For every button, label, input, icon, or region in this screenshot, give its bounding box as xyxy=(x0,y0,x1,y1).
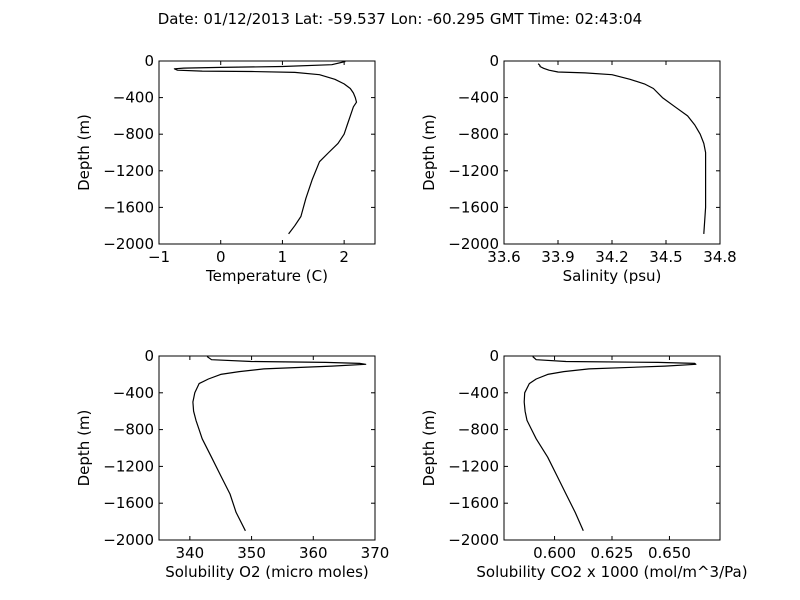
chart-1-plot-area xyxy=(159,61,375,244)
chart-3-y-axis-label: Depth (m) xyxy=(75,410,93,487)
chart-4-plot-area xyxy=(504,356,720,540)
chart-3-plot-area xyxy=(159,356,375,540)
chart-4-y-tick-label: −800 xyxy=(458,421,499,439)
chart-3-y-tick-label: −1600 xyxy=(103,494,154,512)
chart-4-x-tick-label: 0.650 xyxy=(648,544,691,562)
chart-4-x-axis-label: Solubility CO2 x 1000 (mol/m^3/Pa) xyxy=(476,563,747,581)
chart-1-series-line xyxy=(173,60,358,235)
chart-3-y-tick-label: −1200 xyxy=(103,457,154,475)
chart-2-y-tick-label: −2000 xyxy=(448,235,499,253)
chart-1-x-tick-label: −1 xyxy=(148,248,170,266)
chart-2-x-tick-label: 34.5 xyxy=(649,248,682,266)
chart-3-x-tick-label: 360 xyxy=(299,544,328,562)
chart-2: 33.6 33.9 34.2 34.5 34.8 0 −400 −800 −1200 −1600 −… xyxy=(420,52,737,285)
chart-3-y-tick-label: 0 xyxy=(144,347,154,365)
chart-2-x-tick-label: 34.8 xyxy=(703,248,736,266)
chart-4-y-axis-label: Depth (m) xyxy=(420,410,438,487)
chart-3-x-axis-label: Solubility O2 (micro moles) xyxy=(165,563,369,581)
chart-2-y-tick-label: −400 xyxy=(458,89,499,107)
chart-1-x-tick-label: 2 xyxy=(339,248,349,266)
chart-3-x-tick-label: 370 xyxy=(361,544,390,562)
chart-3-y-tick-label: −800 xyxy=(113,421,154,439)
chart-4-y-tick-label: −1200 xyxy=(448,457,499,475)
chart-1-y-tick-label: −2000 xyxy=(103,235,154,253)
chart-1-y-tick-label: −400 xyxy=(113,89,154,107)
chart-1-y-axis-label: Depth (m) xyxy=(75,114,93,191)
chart-4-y-tick-label: −400 xyxy=(458,384,499,402)
chart-1-x-axis-label: Temperature (C) xyxy=(205,267,328,285)
chart-4-y-tick-label: −2000 xyxy=(448,531,499,549)
chart-2-x-tick-label: 33.9 xyxy=(541,248,574,266)
chart-1-x-tick-label: 1 xyxy=(278,248,288,266)
figure-title: Date: 01/12/2013 Lat: -59.537 Lon: -60.2… xyxy=(158,10,642,28)
chart-3: 340 350 360 370 0 −400 −800 −1200 −1600 −2000 Solu… xyxy=(75,347,389,581)
chart-3-y-tick-label: −400 xyxy=(113,384,154,402)
chart-1-y-tick-label: −800 xyxy=(113,125,154,143)
chart-2-x-tick-label: 33.6 xyxy=(487,248,520,266)
chart-3-series-line xyxy=(192,356,367,532)
chart-2-y-tick-label: −1200 xyxy=(448,162,499,180)
chart-1: −1 0 1 2 0 −400 −800 −1200 −1600 −2000 Temperature… xyxy=(75,52,376,285)
chart-1-y-tick-label: 0 xyxy=(144,52,154,70)
chart-1-x-tick-label: 0 xyxy=(216,248,226,266)
chart-4-y-tick-label: 0 xyxy=(489,347,499,365)
chart-1-y-tick-label: −1600 xyxy=(103,198,154,216)
chart-2-series-line xyxy=(537,63,707,234)
chart-4-y-tick-label: −1600 xyxy=(448,494,499,512)
chart-3-x-tick-label: 340 xyxy=(176,544,205,562)
chart-4: 0.600 0.625 0.650 0 −400 −800 −1200 −1600 −2000 S… xyxy=(420,347,748,581)
chart-3-y-tick-label: −2000 xyxy=(103,531,154,549)
chart-4-series-line xyxy=(523,356,697,532)
chart-3-x-tick-label: 350 xyxy=(237,544,266,562)
chart-2-y-tick-label: 0 xyxy=(489,52,499,70)
chart-2-x-tick-label: 34.2 xyxy=(595,248,628,266)
chart-2-x-axis-label: Salinity (psu) xyxy=(563,267,662,285)
chart-4-x-tick-label: 0.600 xyxy=(533,544,576,562)
chart-3-frame xyxy=(158,355,376,541)
chart-4-x-tick-label: 0.625 xyxy=(591,544,634,562)
chart-2-y-axis-label: Depth (m) xyxy=(420,114,438,191)
chart-2-plot-area xyxy=(504,61,720,244)
chart-2-y-tick-label: −1600 xyxy=(448,198,499,216)
chart-1-y-tick-label: −1200 xyxy=(103,162,154,180)
chart-2-y-tick-label: −800 xyxy=(458,125,499,143)
chart-1-frame xyxy=(158,60,376,245)
subplots-group: −1 0 1 2 0 −400 −800 −1200 −1600 −2000 Temperature… xyxy=(75,52,748,581)
